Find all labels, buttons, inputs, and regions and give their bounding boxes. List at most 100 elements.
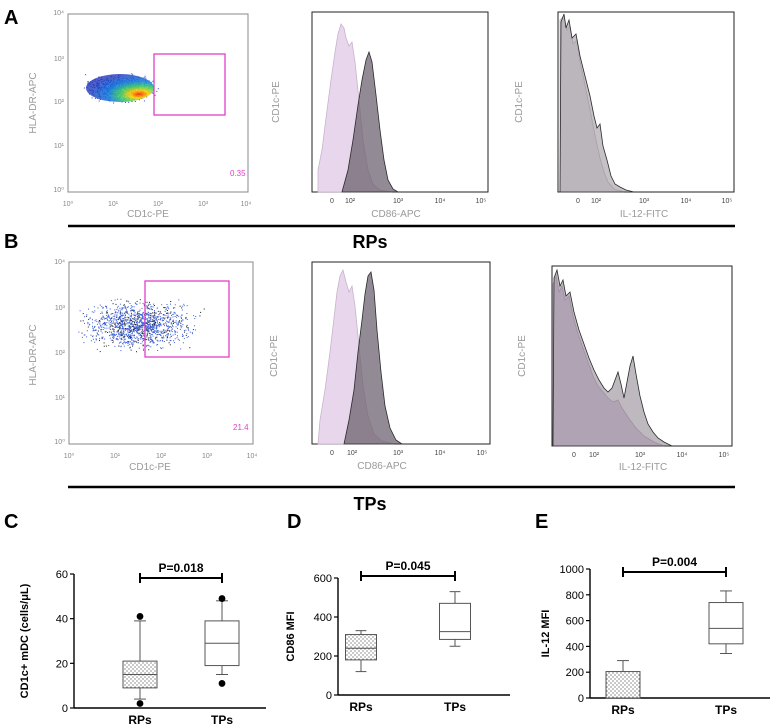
event-dot (142, 333, 144, 335)
boxplot-panel-e: 0 200 400 600 800 1000 IL-12 MFI RPs TPs P=0.004 (540, 555, 770, 717)
event-dot (143, 303, 145, 305)
event-dot (109, 316, 110, 318)
event-dot (191, 331, 193, 333)
x-tick-label: TPs (715, 703, 737, 717)
y-tick-label: 200 (566, 667, 584, 679)
event-dot (90, 334, 92, 336)
event-dot (161, 331, 163, 333)
event-dot (116, 331, 118, 332)
event-dot (111, 313, 113, 315)
gate-percent: 0.35 (230, 169, 246, 178)
event-dot (174, 307, 176, 309)
event-dot (108, 327, 110, 329)
event-dot (123, 327, 124, 329)
event-dot (180, 348, 182, 350)
event-dot (154, 327, 156, 329)
event-dot (113, 320, 115, 322)
event-dot (97, 330, 99, 332)
event-dot (145, 345, 147, 347)
event-dot (112, 337, 114, 338)
event-dot (133, 330, 135, 331)
event-dot (172, 314, 174, 316)
event-dot (81, 336, 83, 338)
event-dot (119, 332, 121, 334)
event-dot (149, 324, 151, 326)
event-dot (94, 329, 96, 331)
event-dot (103, 316, 104, 318)
event-dot (126, 300, 128, 302)
event-dot (150, 336, 152, 338)
outlier-point (136, 700, 144, 707)
event-dot (143, 334, 145, 336)
event-dot (125, 317, 127, 319)
event-dot (169, 319, 171, 321)
y-tick: 10³ (55, 305, 66, 312)
group-label-rps: RPs (352, 232, 387, 252)
event-dot (92, 335, 94, 337)
event-dot (136, 320, 138, 322)
event-dot (122, 333, 124, 335)
event-dot (117, 298, 119, 300)
event-dot (131, 329, 133, 331)
event-dot (149, 328, 151, 330)
event-dot (145, 329, 147, 331)
event-dot (98, 322, 100, 324)
x-tick: 10² (589, 452, 600, 459)
event-dot (145, 315, 147, 316)
event-dot (147, 323, 148, 325)
event-dot (116, 325, 118, 327)
event-dot (109, 324, 111, 326)
event-dot (147, 315, 149, 316)
event-dot (138, 330, 140, 331)
event-dot (127, 329, 129, 331)
event-dot (149, 342, 151, 343)
event-dot (124, 317, 126, 319)
event-dot (115, 337, 117, 339)
event-dot (140, 334, 141, 336)
event-dot (80, 320, 82, 322)
event-dot (109, 318, 111, 319)
event-dot (148, 325, 150, 327)
outlier-point (136, 613, 144, 620)
event-dot (179, 305, 181, 307)
event-dot (113, 329, 114, 331)
event-dot (146, 325, 148, 327)
event-dot (173, 340, 175, 342)
boxplot-panel-c: 0 20 40 60 CD1c+ mDC (cells/μL) RPs TPs P=0.018 (19, 561, 266, 727)
event-dot (139, 325, 141, 327)
event-dot (103, 326, 105, 328)
event-dot (171, 331, 173, 333)
event-dot (152, 323, 154, 325)
event-dot (95, 339, 97, 341)
event-dot (139, 313, 141, 315)
event-dot (186, 305, 188, 307)
event-dot (139, 334, 141, 336)
event-dot (120, 331, 122, 333)
gate-box (144, 280, 230, 358)
event-dot (119, 334, 121, 336)
event-dot (157, 340, 159, 342)
event-dot (133, 334, 135, 336)
event-dot (137, 325, 139, 327)
event-dot (136, 300, 138, 302)
x-tick-label: RPs (349, 700, 373, 714)
event-dot (110, 300, 112, 302)
event-dot (153, 326, 155, 328)
x-axis-label: IL-12-FITC (620, 209, 668, 220)
event-dot (146, 96, 148, 98)
event-dot (151, 315, 153, 317)
event-dot (174, 316, 176, 317)
event-dot (166, 325, 168, 326)
event-dot (138, 313, 140, 315)
row-a-histogram-cd86: 0 10² 10³ 10⁴ 10⁵ CD86-APC CD1c-PE (271, 11, 489, 220)
event-dot (152, 340, 154, 341)
event-dot (128, 329, 130, 330)
event-dot (128, 326, 130, 328)
event-dot (86, 336, 88, 338)
event-dot (147, 344, 149, 346)
event-dot (78, 331, 80, 333)
event-dot (147, 330, 149, 332)
event-dot (124, 322, 125, 324)
event-dot (154, 321, 156, 323)
event-dot (163, 330, 165, 332)
